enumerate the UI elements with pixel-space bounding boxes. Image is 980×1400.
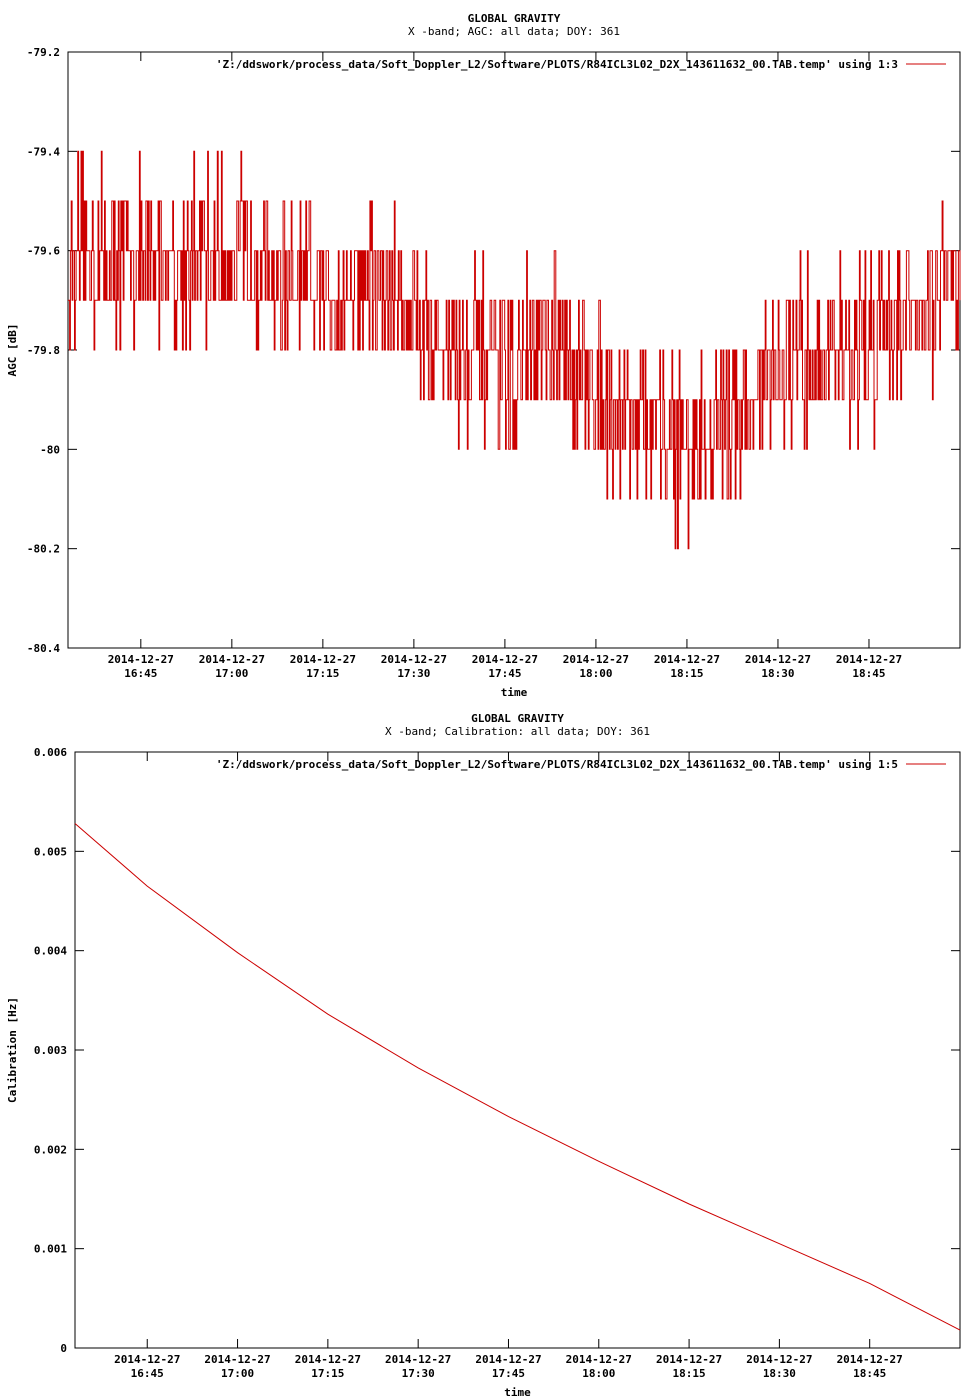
legend-label: 'Z:/ddswork/process_data/Soft_Doppler_L2…: [216, 58, 898, 71]
y-tick-label: -80: [40, 443, 60, 456]
legend-label: 'Z:/ddswork/process_data/Soft_Doppler_L2…: [216, 758, 898, 771]
x-tick-time: 18:45: [852, 667, 885, 680]
chart-title: GLOBAL GRAVITY: [471, 712, 564, 725]
x-tick-date: 2014-12-27: [563, 653, 629, 666]
y-tick-label: 0.006: [34, 746, 67, 759]
y-tick-label: 0.002: [34, 1143, 67, 1156]
x-tick-date: 2014-12-27: [199, 653, 265, 666]
y-tick-label: 0: [60, 1342, 67, 1355]
x-tick-time: 17:15: [306, 667, 339, 680]
x-tick-time: 17:00: [221, 1367, 254, 1380]
series-line-agc: [68, 150, 961, 550]
x-tick-date: 2014-12-27: [566, 1353, 632, 1366]
x-tick-time: 18:15: [670, 667, 703, 680]
plot-frame: [74, 751, 961, 1349]
series-line-calibration: [74, 823, 961, 1331]
x-tick-date: 2014-12-27: [475, 1353, 541, 1366]
x-tick-time: 18:30: [763, 1367, 796, 1380]
x-tick-time: 17:45: [492, 1367, 525, 1380]
x-tick-date: 2014-12-27: [472, 653, 538, 666]
x-tick-date: 2014-12-27: [290, 653, 356, 666]
x-tick-time: 18:00: [579, 667, 612, 680]
x-axis-label: time: [504, 1386, 531, 1399]
y-tick-label: 0.005: [34, 845, 67, 858]
y-tick-label: -80.4: [27, 642, 60, 655]
y-tick-label: -80.2: [27, 543, 60, 556]
x-tick-date: 2014-12-27: [114, 1353, 180, 1366]
x-tick-date: 2014-12-27: [204, 1353, 270, 1366]
y-tick-label: -79.2: [27, 46, 60, 59]
y-tick-label: -79.6: [27, 245, 60, 258]
x-tick-date: 2014-12-27: [656, 1353, 722, 1366]
x-tick-date: 2014-12-27: [108, 653, 174, 666]
x-tick-date: 2014-12-27: [385, 1353, 451, 1366]
x-tick-time: 18:15: [673, 1367, 706, 1380]
y-tick-label: -79.8: [27, 344, 60, 357]
x-tick-date: 2014-12-27: [745, 653, 811, 666]
x-tick-date: 2014-12-27: [295, 1353, 361, 1366]
y-tick-label: 0.001: [34, 1243, 67, 1256]
x-tick-date: 2014-12-27: [381, 653, 447, 666]
chart-subtitle: X -band; AGC: all data; DOY: 361: [408, 25, 620, 38]
x-tick-time: 17:45: [488, 667, 521, 680]
y-tick-label: 0.003: [34, 1044, 67, 1057]
x-tick-date: 2014-12-27: [746, 1353, 812, 1366]
x-tick-date: 2014-12-27: [654, 653, 720, 666]
chart-subtitle: X -band; Calibration: all data; DOY: 361: [385, 725, 650, 738]
x-axis-label: time: [501, 686, 528, 699]
y-axis-label: Calibration [Hz]: [6, 997, 19, 1103]
x-tick-time: 17:00: [215, 667, 248, 680]
x-tick-time: 18:30: [761, 667, 794, 680]
x-tick-time: 17:30: [397, 667, 430, 680]
x-tick-time: 18:45: [853, 1367, 886, 1380]
x-tick-date: 2014-12-27: [836, 653, 902, 666]
x-tick-time: 18:00: [582, 1367, 615, 1380]
y-axis-label: AGC [dB]: [6, 324, 19, 377]
chart-title: GLOBAL GRAVITY: [468, 12, 561, 25]
y-tick-label: -79.4: [27, 145, 60, 158]
x-tick-time: 16:45: [124, 667, 157, 680]
x-tick-time: 16:45: [131, 1367, 164, 1380]
x-tick-time: 17:15: [311, 1367, 344, 1380]
x-tick-time: 17:30: [402, 1367, 435, 1380]
y-tick-label: 0.004: [34, 945, 67, 958]
x-tick-date: 2014-12-27: [837, 1353, 903, 1366]
